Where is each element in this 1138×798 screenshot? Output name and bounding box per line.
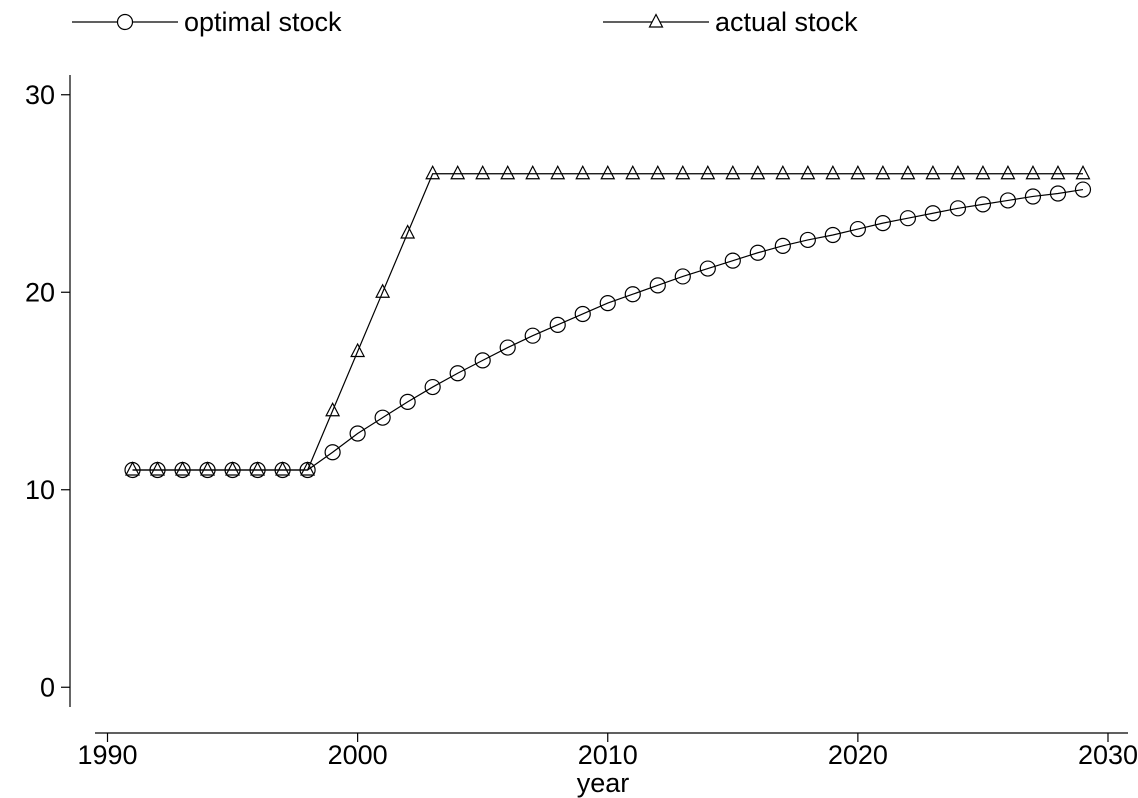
- data-point-actual-stock: [650, 164, 666, 180]
- x-tick-label: 2030: [1078, 740, 1138, 770]
- data-point-actual-stock: [1000, 164, 1016, 180]
- data-point-optimal-stock: [449, 365, 466, 382]
- y-tick-label: 20: [25, 277, 55, 307]
- data-point-actual-stock: [850, 164, 866, 180]
- data-point-actual-stock: [600, 164, 616, 180]
- legend-marker-circle-icon: [116, 13, 134, 31]
- data-point-optimal-stock: [674, 268, 691, 285]
- legend-item-actual-stock: actual stock: [603, 7, 858, 37]
- data-point-actual-stock: [625, 164, 641, 180]
- y-tick-label: 10: [25, 475, 55, 505]
- data-point-actual-stock: [200, 461, 216, 476]
- data-point-actual-stock: [250, 461, 266, 476]
- data-point-actual-stock: [500, 164, 516, 180]
- legend: optimal stock actual stock: [72, 7, 858, 37]
- legend-item-optimal-stock: optimal stock: [72, 7, 342, 37]
- data-point-optimal-stock: [349, 425, 366, 442]
- data-point-optimal-stock: [399, 393, 416, 410]
- data-point-actual-stock: [575, 164, 591, 180]
- data-point-optimal-stock: [499, 339, 516, 356]
- data-point-actual-stock: [675, 164, 691, 180]
- data-point-actual-stock: [400, 224, 416, 239]
- data-point-actual-stock: [475, 164, 491, 180]
- data-point-optimal-stock: [474, 352, 491, 369]
- data-point-optimal-stock: [549, 316, 566, 333]
- legend-marker-triangle-icon: [648, 13, 664, 28]
- data-point-optimal-stock: [924, 205, 942, 222]
- data-point-actual-stock: [525, 164, 541, 180]
- data-point-optimal-stock: [599, 295, 616, 312]
- legend-label-actual-stock: actual stock: [715, 7, 858, 37]
- y-tick-label: 0: [40, 672, 55, 702]
- data-point-actual-stock: [300, 461, 316, 476]
- data-point-actual-stock: [425, 164, 441, 180]
- x-tick-label: 2000: [328, 740, 388, 770]
- data-point-optimal-stock: [699, 260, 716, 277]
- x-tick-label: 1990: [77, 740, 137, 770]
- series-line-actual-stock: [132, 173, 1083, 471]
- data-point-actual-stock: [175, 461, 191, 476]
- axes: [69, 75, 1128, 734]
- data-point-optimal-stock: [899, 210, 916, 227]
- data-point-actual-stock: [825, 164, 841, 180]
- data-point-optimal-stock: [524, 327, 541, 344]
- data-point-optimal-stock: [324, 444, 341, 461]
- data-point-actual-stock: [725, 164, 741, 180]
- x-tick-label: 2020: [828, 740, 888, 770]
- legend-label-optimal-stock: optimal stock: [184, 7, 342, 37]
- data-point-optimal-stock: [574, 305, 591, 323]
- x-tick-label: 2010: [578, 740, 638, 770]
- data-point-optimal-stock: [1049, 185, 1067, 202]
- data-point-optimal-stock: [724, 252, 741, 269]
- data-point-optimal-stock: [624, 286, 641, 303]
- series-line-optimal-stock: [132, 188, 1084, 471]
- data-point-actual-stock: [325, 401, 341, 417]
- x-ticks: 1990 2000 2010 2020 2030: [77, 733, 1138, 770]
- y-tick-label: 30: [25, 80, 55, 110]
- data-point-actual-stock: [875, 164, 891, 180]
- data-point-actual-stock: [1025, 164, 1041, 180]
- data-point-optimal-stock: [999, 192, 1017, 209]
- data-point-actual-stock: [275, 461, 291, 476]
- data-point-actual-stock: [925, 164, 941, 180]
- data-point-actual-stock: [900, 164, 916, 180]
- data-point-optimal-stock: [974, 196, 992, 213]
- data-point-actual-stock: [125, 461, 141, 476]
- data-point-optimal-stock: [824, 226, 841, 244]
- data-point-optimal-stock: [649, 277, 666, 294]
- data-point-actual-stock: [950, 164, 966, 180]
- data-point-optimal-stock: [774, 237, 791, 254]
- data-point-optimal-stock: [749, 244, 766, 261]
- data-point-optimal-stock: [949, 200, 967, 217]
- data-point-actual-stock: [700, 164, 716, 180]
- data-point-actual-stock: [375, 283, 391, 298]
- series-lines: [132, 173, 1084, 471]
- data-point-actual-stock: [1075, 164, 1091, 180]
- data-point-actual-stock: [550, 164, 566, 180]
- data-point-actual-stock: [450, 164, 466, 180]
- data-point-actual-stock: [975, 164, 991, 180]
- y-ticks: 0 10 20 30: [25, 80, 70, 702]
- data-point-optimal-stock: [424, 378, 441, 396]
- series-markers: [124, 164, 1092, 479]
- data-point-actual-stock: [350, 342, 366, 358]
- data-point-actual-stock: [150, 461, 166, 476]
- data-point-actual-stock: [225, 461, 241, 476]
- x-axis-title: year: [577, 768, 630, 798]
- data-point-actual-stock: [1050, 164, 1066, 180]
- data-point-actual-stock: [800, 164, 816, 180]
- data-point-actual-stock: [750, 164, 766, 180]
- data-point-actual-stock: [775, 164, 791, 180]
- data-point-optimal-stock: [1024, 188, 1042, 205]
- data-point-optimal-stock: [374, 409, 391, 426]
- data-point-optimal-stock: [849, 220, 866, 238]
- data-point-optimal-stock: [1074, 181, 1092, 198]
- data-point-optimal-stock: [874, 215, 891, 232]
- data-point-optimal-stock: [799, 231, 816, 249]
